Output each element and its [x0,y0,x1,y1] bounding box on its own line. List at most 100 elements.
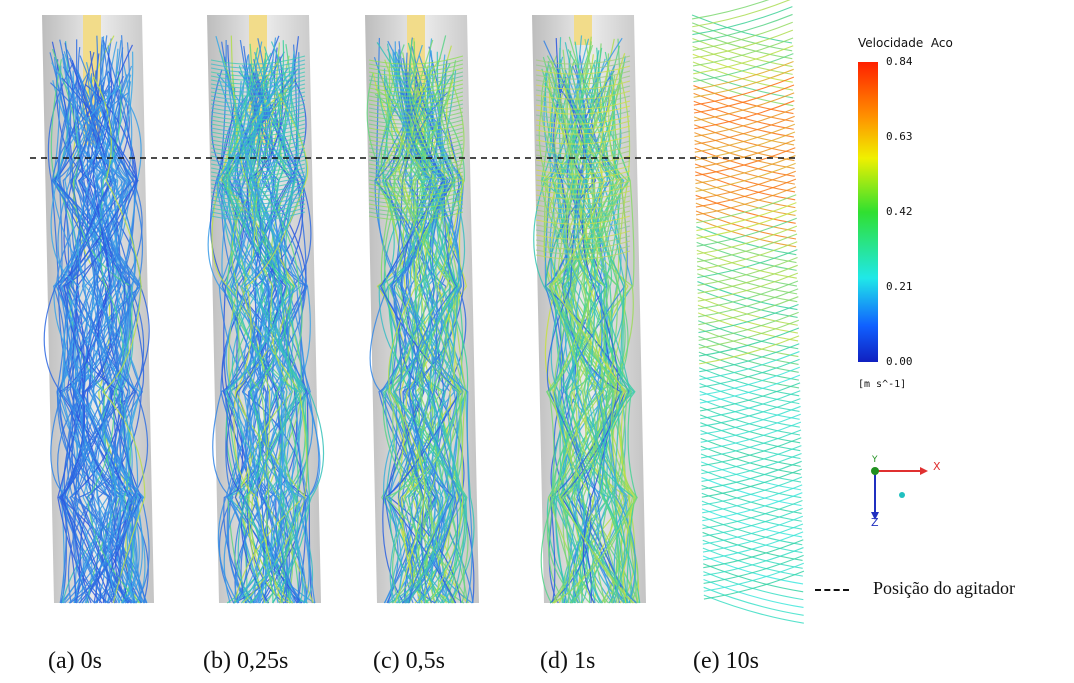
streamline [227,64,304,604]
swirl-streamline [368,115,464,125]
streamline [231,85,321,604]
streamline [62,66,134,604]
swirl-streamline [210,115,306,125]
swirl-streamline [535,55,631,65]
swirl-streamline [210,59,306,69]
swirl-streamline [368,75,464,85]
streamline [696,209,797,239]
streamline [700,405,801,435]
swirl-streamline [535,250,631,260]
streamline [550,60,637,604]
streamline [546,84,592,604]
streamline [543,61,581,604]
streamline [694,115,795,145]
streamline [701,437,802,467]
streamline [695,170,796,200]
swirl-streamline [535,230,631,240]
swirl-streamline [368,203,464,213]
caption-time: 0,25s [236,648,289,674]
swirl-streamline [210,99,306,109]
streamline [703,539,804,569]
streamline [693,45,794,75]
swirl-streamline [535,120,631,130]
swirl-streamline [368,135,464,145]
streamline [583,90,629,604]
swirl-streamline [210,203,306,213]
swirl-streamline [210,171,306,181]
swirl-streamline [210,159,306,169]
streamline [404,63,455,604]
swirl-streamline [368,211,464,221]
streamline [73,82,113,604]
streamline [692,6,793,36]
colorbar-tick-063: 0.63 [886,130,913,143]
streamline [692,37,794,67]
streamline [47,62,127,604]
streamline [540,68,626,604]
swirl-streamline [210,131,306,141]
swirl-streamline [210,127,306,137]
streamline [389,51,459,604]
caption-time: 10s [725,648,759,674]
streamline [59,57,143,604]
swirl-streamline [210,207,306,217]
swirl-streamline [368,187,464,197]
streamline [700,429,802,459]
swirl-streamline [210,67,306,77]
swirl-streamline [535,185,631,195]
caption-label: (e) [693,648,720,674]
streamline [543,40,637,604]
swirl-streamline [368,55,464,65]
swirl-streamline [368,91,464,101]
streamline [542,49,636,604]
streamline [238,71,316,604]
streamline [700,413,801,443]
streamline [703,570,805,600]
streamline [52,40,139,604]
caption-time: 1s [573,648,596,674]
swirl-streamline [210,63,306,73]
streamline [249,52,309,604]
swirl-streamline [368,143,464,153]
swirl-streamline [535,195,631,205]
swirl-streamline [210,179,306,189]
streamline [693,68,794,98]
streamline [55,70,145,604]
streamline [703,554,804,584]
swirl-streamline [368,87,464,97]
streamline [702,523,804,553]
swirl-streamline [535,125,631,135]
swirl-streamline [368,123,464,133]
streamline [383,60,469,604]
caption-b: (b) 0,25s [203,648,288,675]
streamline [692,0,791,28]
streamline [57,79,138,604]
swirl-streamline [535,135,631,145]
swirl-streamline [535,155,631,165]
streamline [693,53,794,83]
caption-label: (b) [203,648,231,674]
streamline [550,56,628,604]
swirl-streamline [535,190,631,200]
streamline [227,83,308,604]
colorbar-unit: [m s^-1] [858,379,907,390]
streamline [692,29,794,59]
swirl-streamline [535,150,631,160]
caption-c: (c) 0,5s [373,648,445,675]
swirl-streamline [368,63,464,73]
streamline [694,100,795,130]
swirl-streamline [210,147,306,157]
streamline [215,35,284,604]
caption-e: (e) 10s [693,648,759,675]
streamline [697,256,798,287]
streamline [547,61,610,604]
streamline [227,93,302,604]
streamline [217,84,274,604]
streamline [111,48,136,604]
swirl-streamline [535,85,631,95]
swirl-streamline [210,75,306,85]
streamline [696,202,797,232]
streamline [555,59,638,604]
streamline [87,74,150,604]
streamline [72,70,142,604]
